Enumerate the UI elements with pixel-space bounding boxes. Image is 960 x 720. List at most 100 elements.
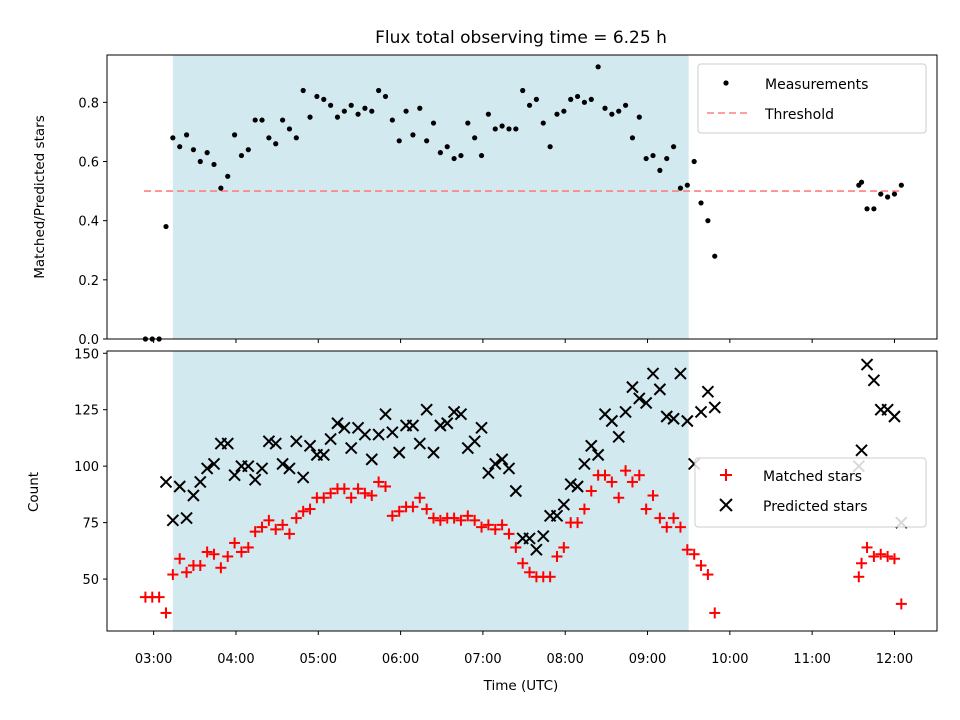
measurement-point	[341, 108, 347, 114]
matched-star-point	[496, 519, 508, 531]
predicted-star-point	[242, 459, 255, 473]
predicted-star-point	[557, 498, 571, 511]
matched-star-point	[174, 553, 186, 565]
measurement-point	[163, 223, 169, 230]
measurement-point	[472, 135, 478, 141]
measurement-point	[218, 185, 224, 191]
measurement-point	[197, 158, 203, 165]
predicted-stars-points	[159, 358, 908, 556]
matched-star-point	[861, 541, 873, 553]
predicted-star-point	[447, 405, 461, 419]
predicted-star-point	[639, 396, 653, 410]
matched-star-point	[379, 480, 391, 492]
matched-star-point	[551, 550, 563, 562]
matched-star-point	[455, 514, 467, 526]
predicted-star-point	[867, 374, 881, 387]
matched-star-point	[482, 519, 494, 531]
predicted-star-point	[276, 457, 289, 471]
measurement-point	[314, 93, 320, 100]
matched-star-point	[222, 550, 234, 562]
predicted-star-point	[228, 468, 241, 482]
matched-star-point	[702, 569, 714, 581]
measurement-points	[142, 64, 904, 342]
y-tick-label: 0.2	[78, 274, 99, 289]
matched-star-point	[882, 550, 894, 562]
predicted-star-point	[379, 408, 392, 421]
measurement-point	[609, 111, 615, 117]
predicted-star-point	[619, 405, 632, 419]
matched-star-point	[414, 492, 426, 504]
matched-star-point	[318, 492, 330, 504]
measurement-point	[389, 117, 395, 123]
matched-star-point	[167, 569, 179, 581]
y-tick-label: 0.4	[78, 215, 99, 230]
predicted-star-point	[413, 437, 427, 450]
matched-star-point	[489, 523, 501, 535]
matched-star-point	[572, 517, 584, 529]
predicted-star-point	[296, 471, 310, 484]
measurement-point	[478, 152, 485, 159]
predicted-star-point	[166, 514, 180, 527]
legend-matched-marker	[720, 469, 732, 481]
measurement-point	[485, 111, 491, 117]
y-tick-label: 150	[74, 347, 99, 362]
predicted-star-point	[708, 401, 721, 414]
bottom-legend-box	[694, 457, 927, 528]
matched-star-point	[297, 505, 309, 517]
matched-star-point	[393, 505, 405, 517]
matched-star-point	[277, 519, 289, 531]
matched-star-point	[256, 521, 268, 533]
predicted-star-point	[571, 480, 584, 493]
predicted-star-point	[888, 410, 901, 423]
predicted-star-point	[269, 437, 282, 450]
measurement-point	[424, 138, 430, 144]
matched-star-point	[249, 526, 261, 538]
measurement-point	[225, 173, 231, 179]
predicted-star-point	[331, 417, 344, 430]
y-tick-label: 125	[74, 404, 99, 419]
predicted-star-point	[248, 473, 262, 486]
predicted-star-point	[495, 453, 509, 466]
measurement-point	[670, 144, 677, 150]
measurement-point	[616, 108, 622, 114]
matched-star-point	[270, 523, 282, 535]
measurement-point	[437, 150, 443, 156]
predicted-star-point	[194, 475, 207, 489]
predicted-star-point	[537, 529, 550, 543]
predicted-star-point	[427, 446, 440, 459]
y-tick-label: 0.8	[78, 96, 99, 111]
legend-measurements-label: Measurements	[765, 77, 868, 93]
top-panel: 0.00.20.40.60.8 Matched/Predicted stars …	[32, 54, 938, 348]
predicted-star-point	[372, 428, 385, 441]
matched-star-point	[503, 528, 515, 540]
predicted-star-point	[262, 435, 276, 448]
y-tick-label: 0.6	[78, 156, 99, 171]
matched-star-point	[201, 546, 213, 558]
measurement-point	[444, 144, 450, 150]
measurement-point	[513, 126, 519, 132]
measurement-point	[643, 155, 649, 162]
measurement-point	[410, 132, 416, 138]
matched-star-point	[373, 476, 385, 488]
matched-star-point	[352, 483, 364, 495]
x-axis-label: Time (UTC)	[483, 678, 559, 694]
predicted-star-point	[221, 437, 234, 450]
predicted-star-point	[550, 509, 564, 523]
matched-star-point	[674, 521, 686, 533]
measurement-point	[636, 114, 642, 120]
x-tick-label: 05:00	[300, 652, 337, 667]
top-y-axis: 0.0 0.2 0.4 0.6 0.8	[78, 96, 107, 348]
matched-star-point	[654, 512, 666, 524]
matched-star-point	[599, 469, 611, 481]
predicted-star-point	[653, 383, 667, 396]
predicted-star-point	[200, 462, 214, 475]
predicted-star-point	[173, 480, 186, 493]
legend-matched-label: Matched stars	[763, 469, 862, 485]
measurement-point	[588, 96, 594, 102]
measurement-point	[891, 191, 898, 197]
matched-star-point	[633, 469, 645, 481]
measurement-point	[629, 135, 636, 141]
matched-star-point	[153, 591, 165, 603]
